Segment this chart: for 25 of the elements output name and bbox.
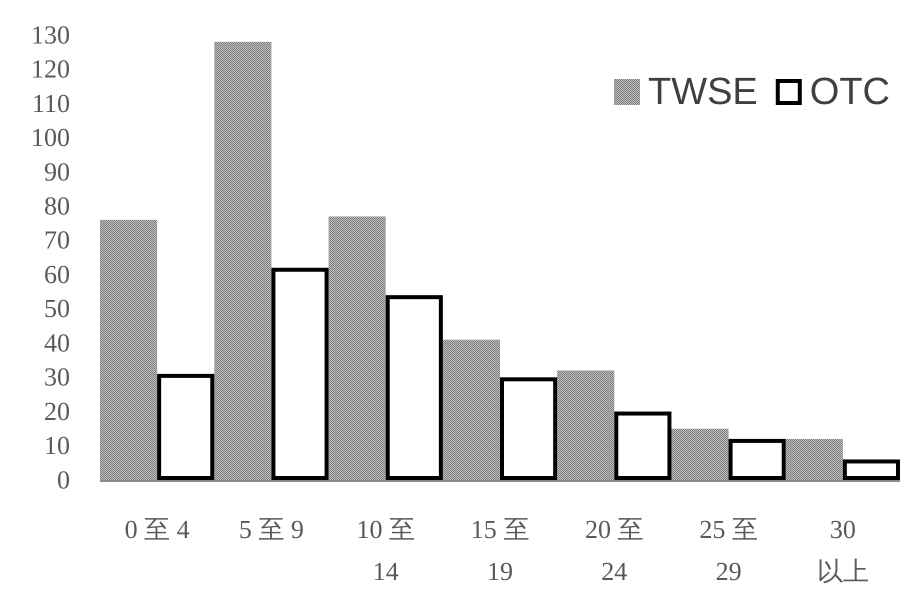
x-tick-label: 0 至 4: [124, 515, 190, 544]
x-tick-label: 5 至 9: [238, 515, 304, 544]
y-tick-label: 60: [44, 260, 70, 289]
x-tick-label: 30 以上: [816, 515, 869, 586]
y-tick-label: 10: [44, 431, 70, 460]
y-tick-label: 90: [44, 157, 70, 186]
y-tick-label: 130: [31, 20, 70, 50]
y-tick-label: 110: [32, 88, 70, 118]
x-tick-label: 15 至 19: [470, 515, 530, 586]
x-tick-label: 10 至 14: [356, 515, 415, 586]
y-tick-label: 70: [44, 226, 70, 255]
x-tick-label: 25 至 29: [699, 515, 758, 586]
y-tick-label: 80: [44, 191, 70, 220]
x-tick-label: 20 至 24: [585, 515, 644, 586]
y-tick-label: 120: [31, 54, 70, 84]
y-tick-label: 40: [44, 328, 70, 358]
bar: [214, 42, 272, 480]
legend-label: TWSE: [648, 71, 758, 113]
y-tick-label: 50: [44, 294, 70, 324]
y-tick-label: 20: [44, 396, 70, 426]
y-tick-label: 30: [44, 362, 70, 392]
bar: [100, 220, 158, 480]
y-tick-label: 0: [57, 465, 70, 494]
legend-label: OTC: [810, 71, 890, 113]
y-tick-label: 100: [31, 123, 70, 152]
